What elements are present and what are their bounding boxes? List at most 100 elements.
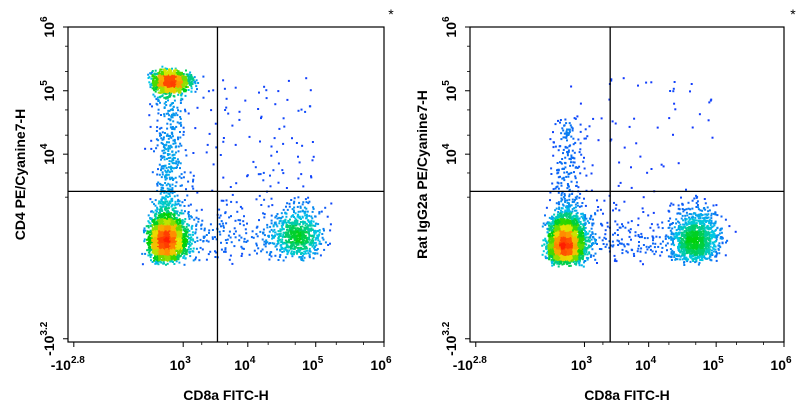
event-dot — [149, 222, 152, 225]
event-dot — [182, 244, 185, 247]
event-dot — [149, 198, 152, 201]
event-dot — [143, 227, 146, 230]
event-dot — [172, 156, 175, 159]
event-dot — [309, 224, 312, 227]
event-dot — [164, 89, 167, 92]
event-dot — [295, 228, 297, 231]
event-dot — [245, 232, 248, 235]
event-dot — [292, 252, 295, 255]
event-dot — [156, 173, 159, 176]
event-dot — [195, 256, 197, 259]
event-dot — [311, 210, 314, 213]
event-dot — [180, 212, 183, 215]
event-dot — [150, 254, 153, 257]
event-dot — [286, 233, 289, 236]
event-dot — [265, 239, 268, 242]
event-dot — [165, 259, 168, 261]
event-dot — [317, 239, 320, 242]
event-dot — [162, 205, 165, 208]
event-dot — [211, 189, 214, 192]
event-dot — [157, 112, 160, 115]
event-dot — [169, 119, 172, 122]
event-dot — [296, 251, 298, 254]
event-dot — [312, 242, 315, 245]
event-dot — [166, 225, 169, 228]
event-dot — [322, 227, 325, 230]
event-dot — [287, 221, 290, 223]
event-dot — [285, 187, 288, 189]
event-dot — [174, 253, 177, 256]
event-dot — [295, 222, 298, 225]
event-dot — [182, 256, 185, 259]
event-dot — [177, 93, 180, 96]
event-dot — [170, 160, 173, 163]
event-dot — [165, 167, 168, 169]
event-dot — [234, 230, 237, 233]
event-dot — [279, 254, 282, 256]
event-dot — [190, 87, 193, 90]
event-dot — [314, 231, 317, 234]
event-dot — [192, 247, 195, 250]
event-dot — [174, 176, 177, 179]
event-dot — [172, 221, 175, 224]
event-dot — [294, 237, 297, 240]
event-dot — [158, 208, 161, 211]
event-dot — [167, 251, 170, 254]
event-dot — [293, 200, 296, 203]
event-dot — [173, 73, 175, 76]
event-dot — [329, 229, 332, 232]
event-dot — [166, 256, 169, 259]
event-dot — [147, 248, 150, 251]
event-dot — [161, 82, 164, 85]
event-dot — [184, 227, 187, 230]
event-dot — [183, 263, 186, 266]
event-dot — [205, 239, 208, 242]
event-dot — [167, 214, 170, 217]
event-dot — [163, 247, 165, 250]
event-dot — [161, 231, 164, 234]
event-dot — [236, 210, 239, 213]
event-dot — [167, 109, 170, 112]
event-dot — [166, 200, 168, 203]
event-dot — [196, 191, 199, 194]
event-dot — [277, 240, 280, 243]
event-dot — [171, 135, 174, 138]
event-dot — [295, 250, 298, 253]
event-dot — [167, 202, 170, 205]
event-dot — [164, 198, 167, 201]
event-dot — [182, 73, 185, 75]
event-dot — [302, 185, 305, 188]
event-dot — [177, 233, 180, 235]
event-dot — [162, 89, 165, 91]
event-dot — [164, 216, 166, 219]
event-dot — [222, 224, 225, 227]
event-dot — [281, 241, 284, 244]
event-dot — [313, 232, 316, 235]
event-dot — [170, 89, 173, 92]
event-dot — [245, 241, 248, 243]
event-dot — [292, 242, 295, 245]
event-dot — [157, 108, 160, 111]
event-dot — [171, 241, 174, 244]
event-dot — [189, 255, 192, 258]
event-dot — [262, 231, 264, 234]
event-dot — [175, 81, 178, 83]
event-dot — [301, 231, 304, 234]
event-dot — [293, 216, 295, 218]
event-dot — [272, 230, 275, 233]
event-dot — [196, 236, 199, 239]
event-dot — [272, 169, 275, 172]
event-dot — [188, 73, 191, 76]
event-dot — [324, 241, 327, 244]
event-dot — [145, 225, 148, 228]
event-dot — [180, 173, 183, 176]
event-dot — [327, 244, 330, 246]
event-dot — [274, 221, 277, 224]
event-dot — [293, 211, 295, 214]
event-dot — [172, 238, 175, 240]
event-dot — [172, 220, 175, 223]
event-dot — [305, 207, 308, 210]
event-dot — [154, 199, 157, 202]
event-dot — [227, 112, 230, 115]
event-dot — [287, 241, 290, 244]
